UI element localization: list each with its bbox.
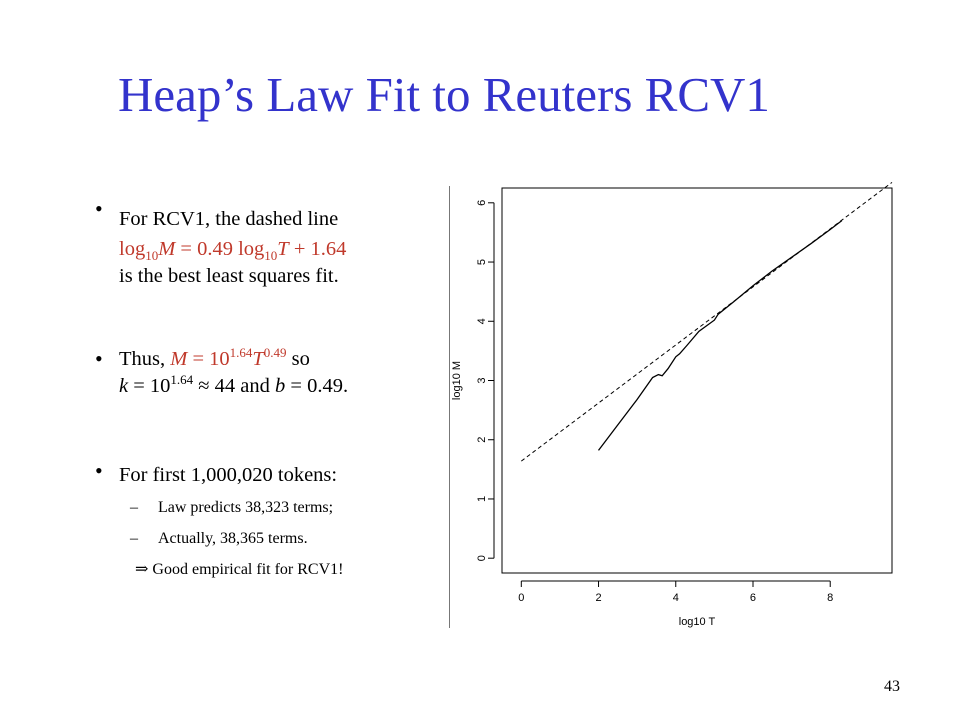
x-tick-label: 6	[750, 592, 756, 604]
y-tick-label: 1	[476, 496, 488, 502]
bullet-text: For first 1,000,020 tokens:	[119, 464, 338, 486]
bullet-dot-icon: •	[95, 458, 103, 483]
plot-frame	[501, 187, 893, 574]
x-tick-label: 0	[518, 592, 524, 604]
y-tick-label: 2	[476, 437, 488, 443]
fit-equation: log10M = 0.49 log10T + 1.64	[119, 238, 347, 264]
power-law-line: Thus, M = 101.64T0.49 so	[119, 345, 310, 370]
dash-icon: –	[130, 499, 138, 516]
parameter-line: k = 101.64 ≈ 44 and b = 0.49.	[119, 372, 349, 397]
bullet-dot-icon: •	[95, 346, 103, 371]
sub-item-prediction: – Law predicts 38,323 terms;	[130, 499, 334, 516]
x-tick-label: 2	[595, 592, 601, 604]
divider	[449, 186, 450, 628]
x-tick-label: 8	[827, 592, 833, 604]
x-axis-label: log10 T	[679, 616, 716, 628]
bullet-text: is the best least squares fit.	[119, 265, 339, 287]
sub-item-actual: – Actually, 38,365 terms.	[130, 530, 308, 547]
sub-item-conclusion: ⇒ Good empirical fit for RCV1!	[135, 561, 344, 578]
bullet-text: For RCV1, the dashed line	[119, 208, 339, 230]
y-axis-label: log10 M	[451, 361, 463, 400]
y-tick-label: 0	[476, 555, 488, 561]
page-number: 43	[884, 678, 900, 695]
fit-line-dashed	[520, 182, 893, 462]
y-tick-label: 4	[476, 318, 488, 324]
y-tick-label: 5	[476, 259, 488, 265]
y-tick-label: 6	[476, 200, 488, 206]
dash-icon: –	[130, 530, 138, 547]
slide-title: Heap’s Law Fit to Reuters RCV1	[118, 67, 770, 122]
heaps-law-chart: 0 2 4 6 8 0 1 2 3 4 5 6 log10 T log10 M	[451, 182, 893, 628]
implies-icon: ⇒	[135, 561, 149, 578]
x-tick-label: 4	[673, 592, 679, 604]
data-line-solid	[597, 220, 843, 451]
bullet-dot-icon: •	[95, 196, 103, 221]
y-tick-label: 3	[476, 377, 488, 383]
